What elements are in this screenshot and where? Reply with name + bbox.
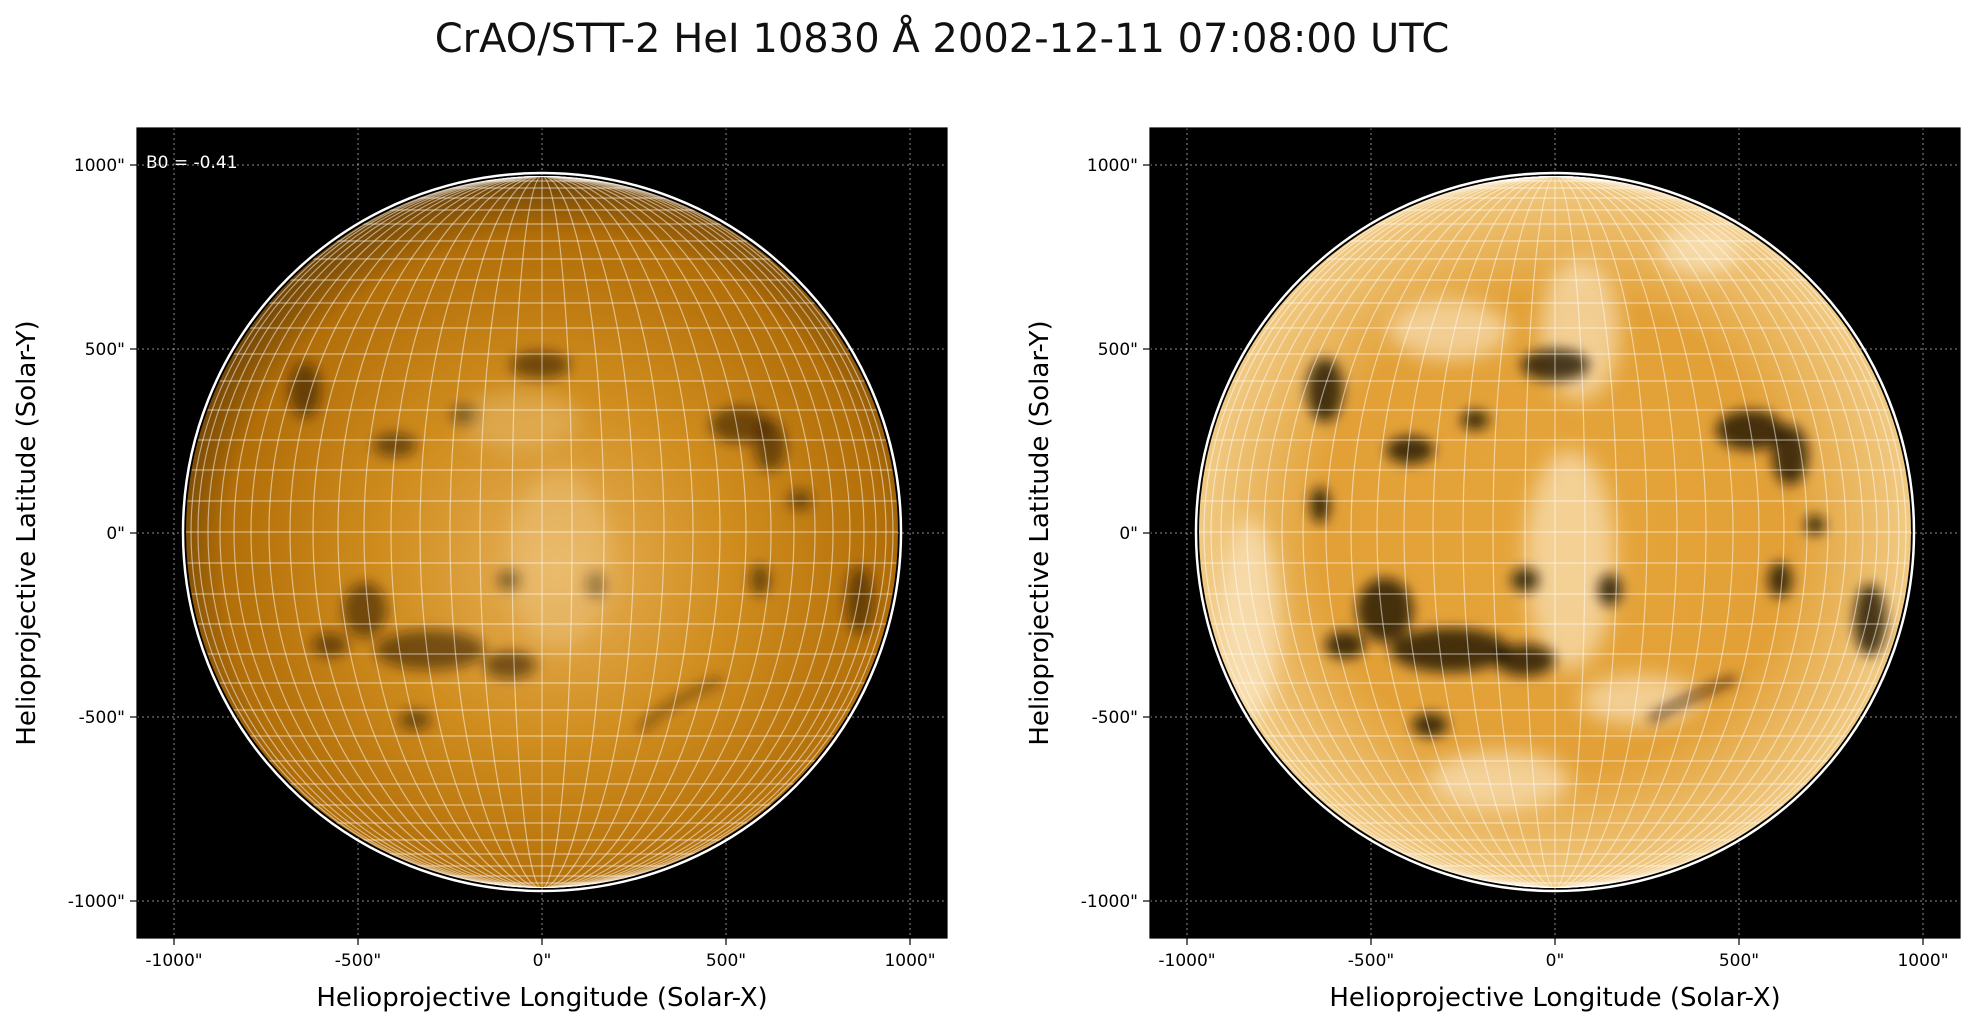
right-ytick-label: 1000" (1087, 156, 1138, 176)
right-y-axis-label: Helioprojective Latitude (Solar-Y) (1025, 320, 1055, 745)
right-y-ticks (1143, 164, 1150, 902)
left-xtick-label: -1000" (145, 951, 202, 971)
left-b0-annotation: B0 = -0.41 (146, 153, 238, 173)
left-x-axis-label: Helioprojective Longitude (Solar-X) (316, 983, 767, 1013)
right-xtick-label: 1000" (1897, 951, 1948, 971)
right-x-ticks (1186, 938, 1924, 945)
left-xtick-label: 500" (706, 951, 746, 971)
right-xtick-label: -500" (1348, 951, 1394, 971)
figure-title: CrAO/STT-2 HeI 10830 Å 2002-12-11 07:08:… (435, 14, 1450, 62)
left-ytick-label: 0" (106, 524, 125, 544)
right-x-axis-label: Helioprojective Longitude (Solar-X) (1329, 983, 1780, 1013)
left-xtick-label: -500" (335, 951, 381, 971)
left-bright-plage (460, 390, 610, 650)
right-xtick-label: 500" (1719, 951, 1759, 971)
left-panel: B0 = -0.41 -1000" -500" 0" 500" 1000" (12, 127, 948, 1013)
right-ytick-label: -500" (1092, 708, 1138, 728)
right-panel: -1000" -500" 0" 500" 1000" 1000" 500" 0"… (1025, 127, 1961, 1013)
left-xtick-label: 0" (533, 951, 552, 971)
left-xtick-label: 1000" (884, 951, 935, 971)
right-ytick-label: 500" (1098, 340, 1138, 360)
right-limb-circle (1194, 171, 1916, 893)
left-y-axis-label: Helioprojective Latitude (Solar-Y) (12, 320, 42, 745)
left-ytick-label: 1000" (74, 156, 125, 176)
right-xtick-label: 0" (1546, 951, 1565, 971)
left-x-ticks (173, 938, 911, 945)
left-ytick-label: -1000" (68, 892, 125, 912)
right-ytick-label: -1000" (1081, 892, 1138, 912)
left-limb-circle (181, 171, 903, 893)
right-ytick-label: 0" (1119, 524, 1138, 544)
left-ytick-label: -500" (79, 708, 125, 728)
left-ytick-label: 500" (85, 340, 125, 360)
left-y-ticks (130, 164, 137, 902)
right-filament-arc (1647, 674, 1737, 724)
right-xtick-label: -1000" (1158, 951, 1215, 971)
